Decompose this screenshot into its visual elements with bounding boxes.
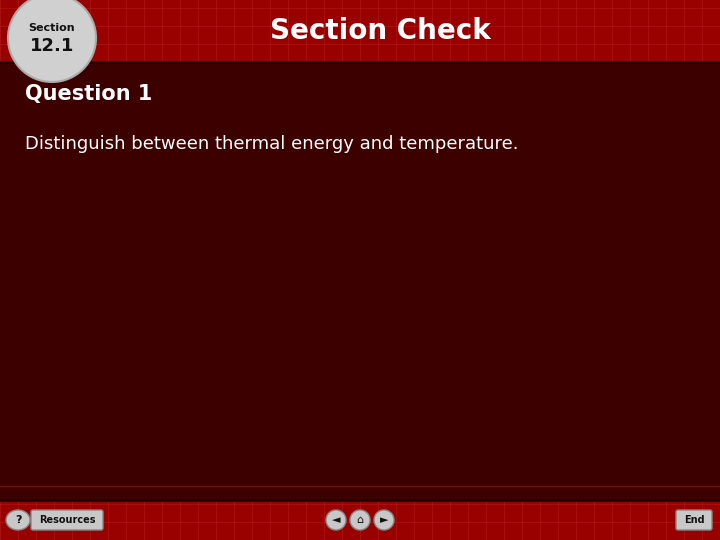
Text: ◄: ◄ <box>332 515 341 525</box>
Text: Section Check: Section Check <box>269 17 490 45</box>
Text: Question 1: Question 1 <box>25 84 153 104</box>
Text: 12.1: 12.1 <box>30 37 74 55</box>
Bar <box>0 500 720 540</box>
Ellipse shape <box>326 510 346 530</box>
Circle shape <box>8 0 96 82</box>
Bar <box>0 0 720 62</box>
Ellipse shape <box>350 510 370 530</box>
FancyBboxPatch shape <box>676 510 712 530</box>
Text: Section: Section <box>29 23 76 33</box>
Text: ►: ► <box>379 515 388 525</box>
Text: ⌂: ⌂ <box>356 515 364 525</box>
Ellipse shape <box>374 510 394 530</box>
Text: Resources: Resources <box>39 515 95 525</box>
Ellipse shape <box>6 510 30 530</box>
Text: End: End <box>684 515 704 525</box>
Text: ?: ? <box>14 515 22 525</box>
Text: Distinguish between thermal energy and temperature.: Distinguish between thermal energy and t… <box>25 135 518 153</box>
FancyBboxPatch shape <box>31 510 103 530</box>
